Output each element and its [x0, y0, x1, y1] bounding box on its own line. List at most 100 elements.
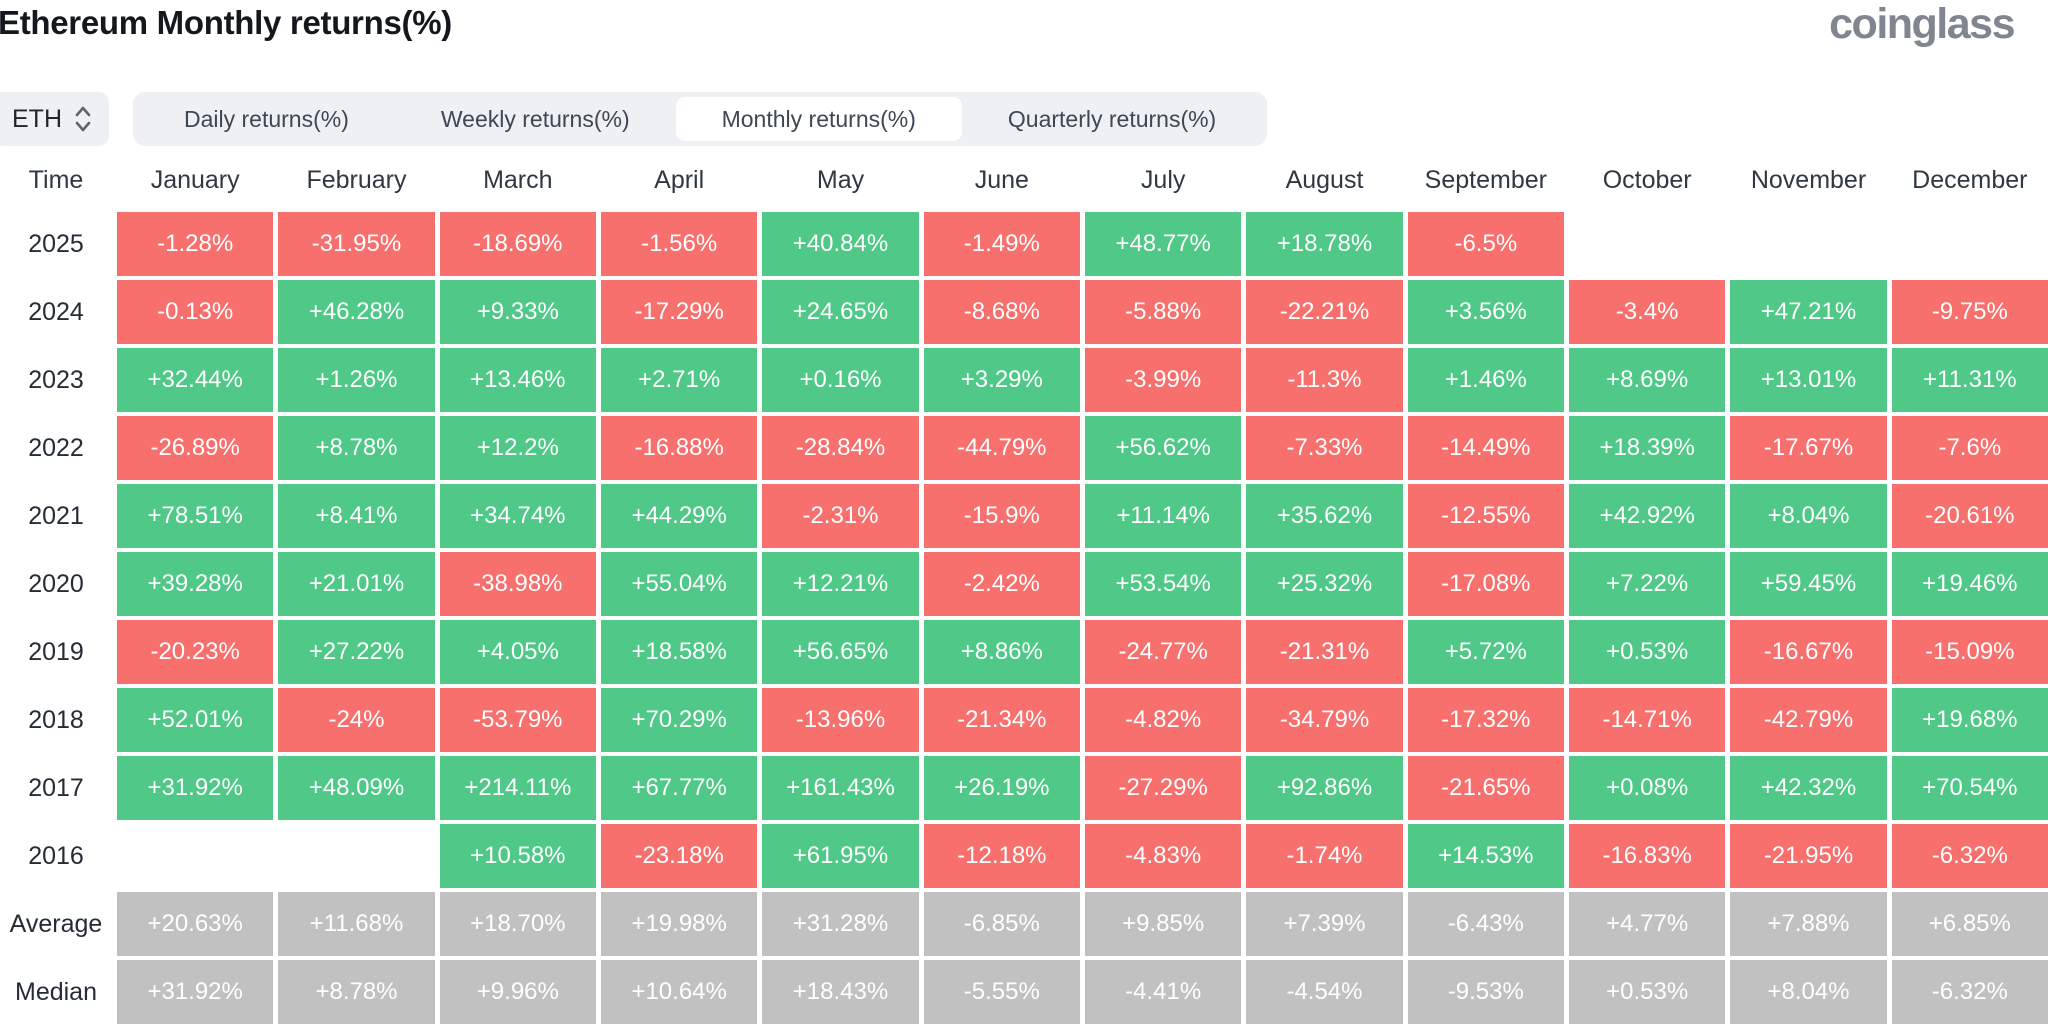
- month-header: January: [150, 165, 240, 194]
- return-cell: +3.29%: [923, 348, 1080, 412]
- return-cell: -15.9%: [923, 484, 1080, 548]
- return-cell: -9.53%: [1407, 960, 1564, 1024]
- return-cell: -17.29%: [600, 280, 758, 344]
- return-cell: -6.85%: [923, 892, 1080, 956]
- return-cell: -44.79%: [923, 416, 1080, 480]
- returns-period-tabs: Daily returns(%) Weekly returns(%) Month…: [133, 92, 1268, 146]
- return-cell: +8.78%: [278, 416, 435, 480]
- return-cell: +46.28%: [278, 280, 435, 344]
- return-cell: +13.46%: [439, 348, 596, 412]
- return-cell: +5.72%: [1407, 620, 1564, 684]
- return-cell: +7.39%: [1246, 892, 1403, 956]
- return-cell: -20.61%: [1891, 484, 2048, 548]
- month-header: May: [816, 165, 865, 194]
- return-cell: +19.98%: [600, 892, 758, 956]
- return-cell: +67.77%: [600, 756, 758, 820]
- row-label: 2024: [28, 297, 84, 326]
- return-cell: +9.96%: [439, 960, 596, 1024]
- return-cell: +56.62%: [1084, 416, 1242, 480]
- return-cell: +0.08%: [1568, 756, 1726, 820]
- tab-weekly-returns[interactable]: Weekly returns(%): [440, 105, 630, 132]
- return-cell: +18.58%: [600, 620, 758, 684]
- return-cell: +24.65%: [762, 280, 919, 344]
- return-cell: -3.99%: [1084, 348, 1242, 412]
- return-cell: +12.21%: [762, 552, 919, 616]
- row-label: 2023: [28, 365, 84, 394]
- return-cell: -12.55%: [1407, 484, 1564, 548]
- return-cell: -13.96%: [762, 688, 919, 752]
- return-cell: -9.75%: [1891, 280, 2048, 344]
- return-cell: +70.29%: [600, 688, 758, 752]
- row-label: 2025: [28, 229, 84, 258]
- return-cell: -6.5%: [1407, 212, 1564, 276]
- return-cell: +48.77%: [1084, 212, 1242, 276]
- month-header: April: [654, 165, 705, 194]
- return-cell: +10.64%: [600, 960, 758, 1024]
- return-cell: +48.09%: [278, 756, 435, 820]
- return-cell: +0.53%: [1568, 960, 1726, 1024]
- return-cell: -21.31%: [1246, 620, 1403, 684]
- month-header: July: [1140, 165, 1186, 194]
- row-label: 2019: [28, 637, 84, 666]
- return-cell: -1.56%: [600, 212, 758, 276]
- return-cell: +18.39%: [1568, 416, 1726, 480]
- tab-quarterly-returns[interactable]: Quarterly returns(%): [1007, 105, 1217, 132]
- return-cell: +11.31%: [1891, 348, 2048, 412]
- return-cell: +25.32%: [1246, 552, 1403, 616]
- return-cell: +2.71%: [600, 348, 758, 412]
- return-cell: +59.45%: [1730, 552, 1887, 616]
- return-cell: +12.2%: [439, 416, 596, 480]
- row-label: Median: [15, 977, 97, 1006]
- return-cell: -20.23%: [117, 620, 274, 684]
- sort-chevrons-icon: [75, 106, 91, 132]
- tab-daily-returns[interactable]: Daily returns(%): [184, 105, 349, 132]
- return-cell: -14.71%: [1568, 688, 1726, 752]
- return-cell: +31.92%: [117, 756, 274, 820]
- return-cell: [1892, 212, 2048, 276]
- symbol-select[interactable]: ETH: [0, 92, 109, 146]
- return-cell: -53.79%: [439, 688, 596, 752]
- return-cell: -21.34%: [923, 688, 1080, 752]
- return-cell: +56.65%: [762, 620, 919, 684]
- return-cell: +3.56%: [1407, 280, 1564, 344]
- return-cell: +70.54%: [1891, 756, 2048, 820]
- month-header: March: [483, 165, 553, 194]
- coinglass-logo: coinglass: [1829, 0, 2015, 48]
- return-cell: +14.53%: [1407, 824, 1564, 888]
- return-cell: -24%: [278, 688, 435, 752]
- return-cell: -15.09%: [1891, 620, 2048, 684]
- month-header: September: [1424, 165, 1547, 194]
- tab-monthly-returns[interactable]: Monthly returns(%): [675, 97, 962, 141]
- month-header: August: [1285, 165, 1364, 194]
- return-cell: +19.46%: [1891, 552, 2048, 616]
- return-cell: +47.21%: [1730, 280, 1887, 344]
- return-cell: +8.78%: [278, 960, 435, 1024]
- return-cell: -16.88%: [600, 416, 758, 480]
- row-label: 2021: [28, 501, 84, 530]
- return-cell: +8.04%: [1730, 960, 1887, 1024]
- return-cell: [117, 824, 273, 888]
- return-cell: [1730, 212, 1886, 276]
- return-cell: +18.70%: [439, 892, 596, 956]
- return-cell: +42.92%: [1568, 484, 1726, 548]
- return-cell: +6.85%: [1891, 892, 2048, 956]
- return-cell: -1.28%: [117, 212, 274, 276]
- return-cell: +19.68%: [1891, 688, 2048, 752]
- return-cell: -24.77%: [1084, 620, 1242, 684]
- return-cell: -42.79%: [1730, 688, 1887, 752]
- return-cell: [1569, 212, 1725, 276]
- return-cell: -17.32%: [1407, 688, 1564, 752]
- return-cell: -18.69%: [439, 212, 596, 276]
- return-cell: -5.88%: [1084, 280, 1242, 344]
- return-cell: +78.51%: [117, 484, 274, 548]
- return-cell: +4.05%: [439, 620, 596, 684]
- return-cell: -5.55%: [923, 960, 1080, 1024]
- return-cell: -12.18%: [923, 824, 1080, 888]
- month-header: December: [1912, 165, 2028, 194]
- return-cell: +10.58%: [439, 824, 596, 888]
- return-cell: -14.49%: [1407, 416, 1564, 480]
- returns-table: Time January February March April May June Jul…: [0, 152, 2048, 1024]
- return-cell: +18.43%: [762, 960, 919, 1024]
- month-header: February: [306, 165, 407, 194]
- return-cell: +0.53%: [1568, 620, 1726, 684]
